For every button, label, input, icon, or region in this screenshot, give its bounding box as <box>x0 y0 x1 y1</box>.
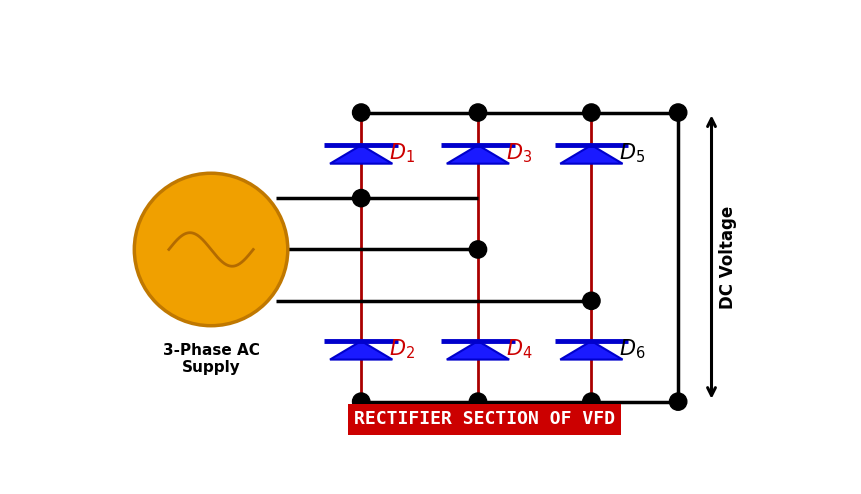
Polygon shape <box>447 145 509 164</box>
Ellipse shape <box>670 104 687 121</box>
Ellipse shape <box>583 292 600 309</box>
Ellipse shape <box>583 393 600 410</box>
Polygon shape <box>330 145 393 164</box>
Text: $D_5$: $D_5$ <box>619 142 646 165</box>
Polygon shape <box>330 341 393 360</box>
Text: 3-Phase AC
Supply: 3-Phase AC Supply <box>163 343 259 375</box>
Ellipse shape <box>134 173 288 326</box>
Polygon shape <box>447 341 509 360</box>
Ellipse shape <box>352 104 370 121</box>
Ellipse shape <box>352 393 370 410</box>
Text: $D_6$: $D_6$ <box>619 337 646 361</box>
Text: RECTIFIER SECTION OF VFD: RECTIFIER SECTION OF VFD <box>354 410 615 428</box>
Ellipse shape <box>469 393 486 410</box>
Ellipse shape <box>670 393 687 410</box>
Ellipse shape <box>469 104 486 121</box>
Ellipse shape <box>469 241 486 258</box>
Polygon shape <box>561 145 623 164</box>
Polygon shape <box>561 341 623 360</box>
Text: $D_3$: $D_3$ <box>506 142 532 165</box>
Text: $D_4$: $D_4$ <box>506 337 532 361</box>
Text: $D_2$: $D_2$ <box>389 337 415 361</box>
Ellipse shape <box>352 190 370 206</box>
Text: DC Voltage: DC Voltage <box>719 206 737 309</box>
Ellipse shape <box>583 104 600 121</box>
Text: $D_1$: $D_1$ <box>389 142 415 165</box>
